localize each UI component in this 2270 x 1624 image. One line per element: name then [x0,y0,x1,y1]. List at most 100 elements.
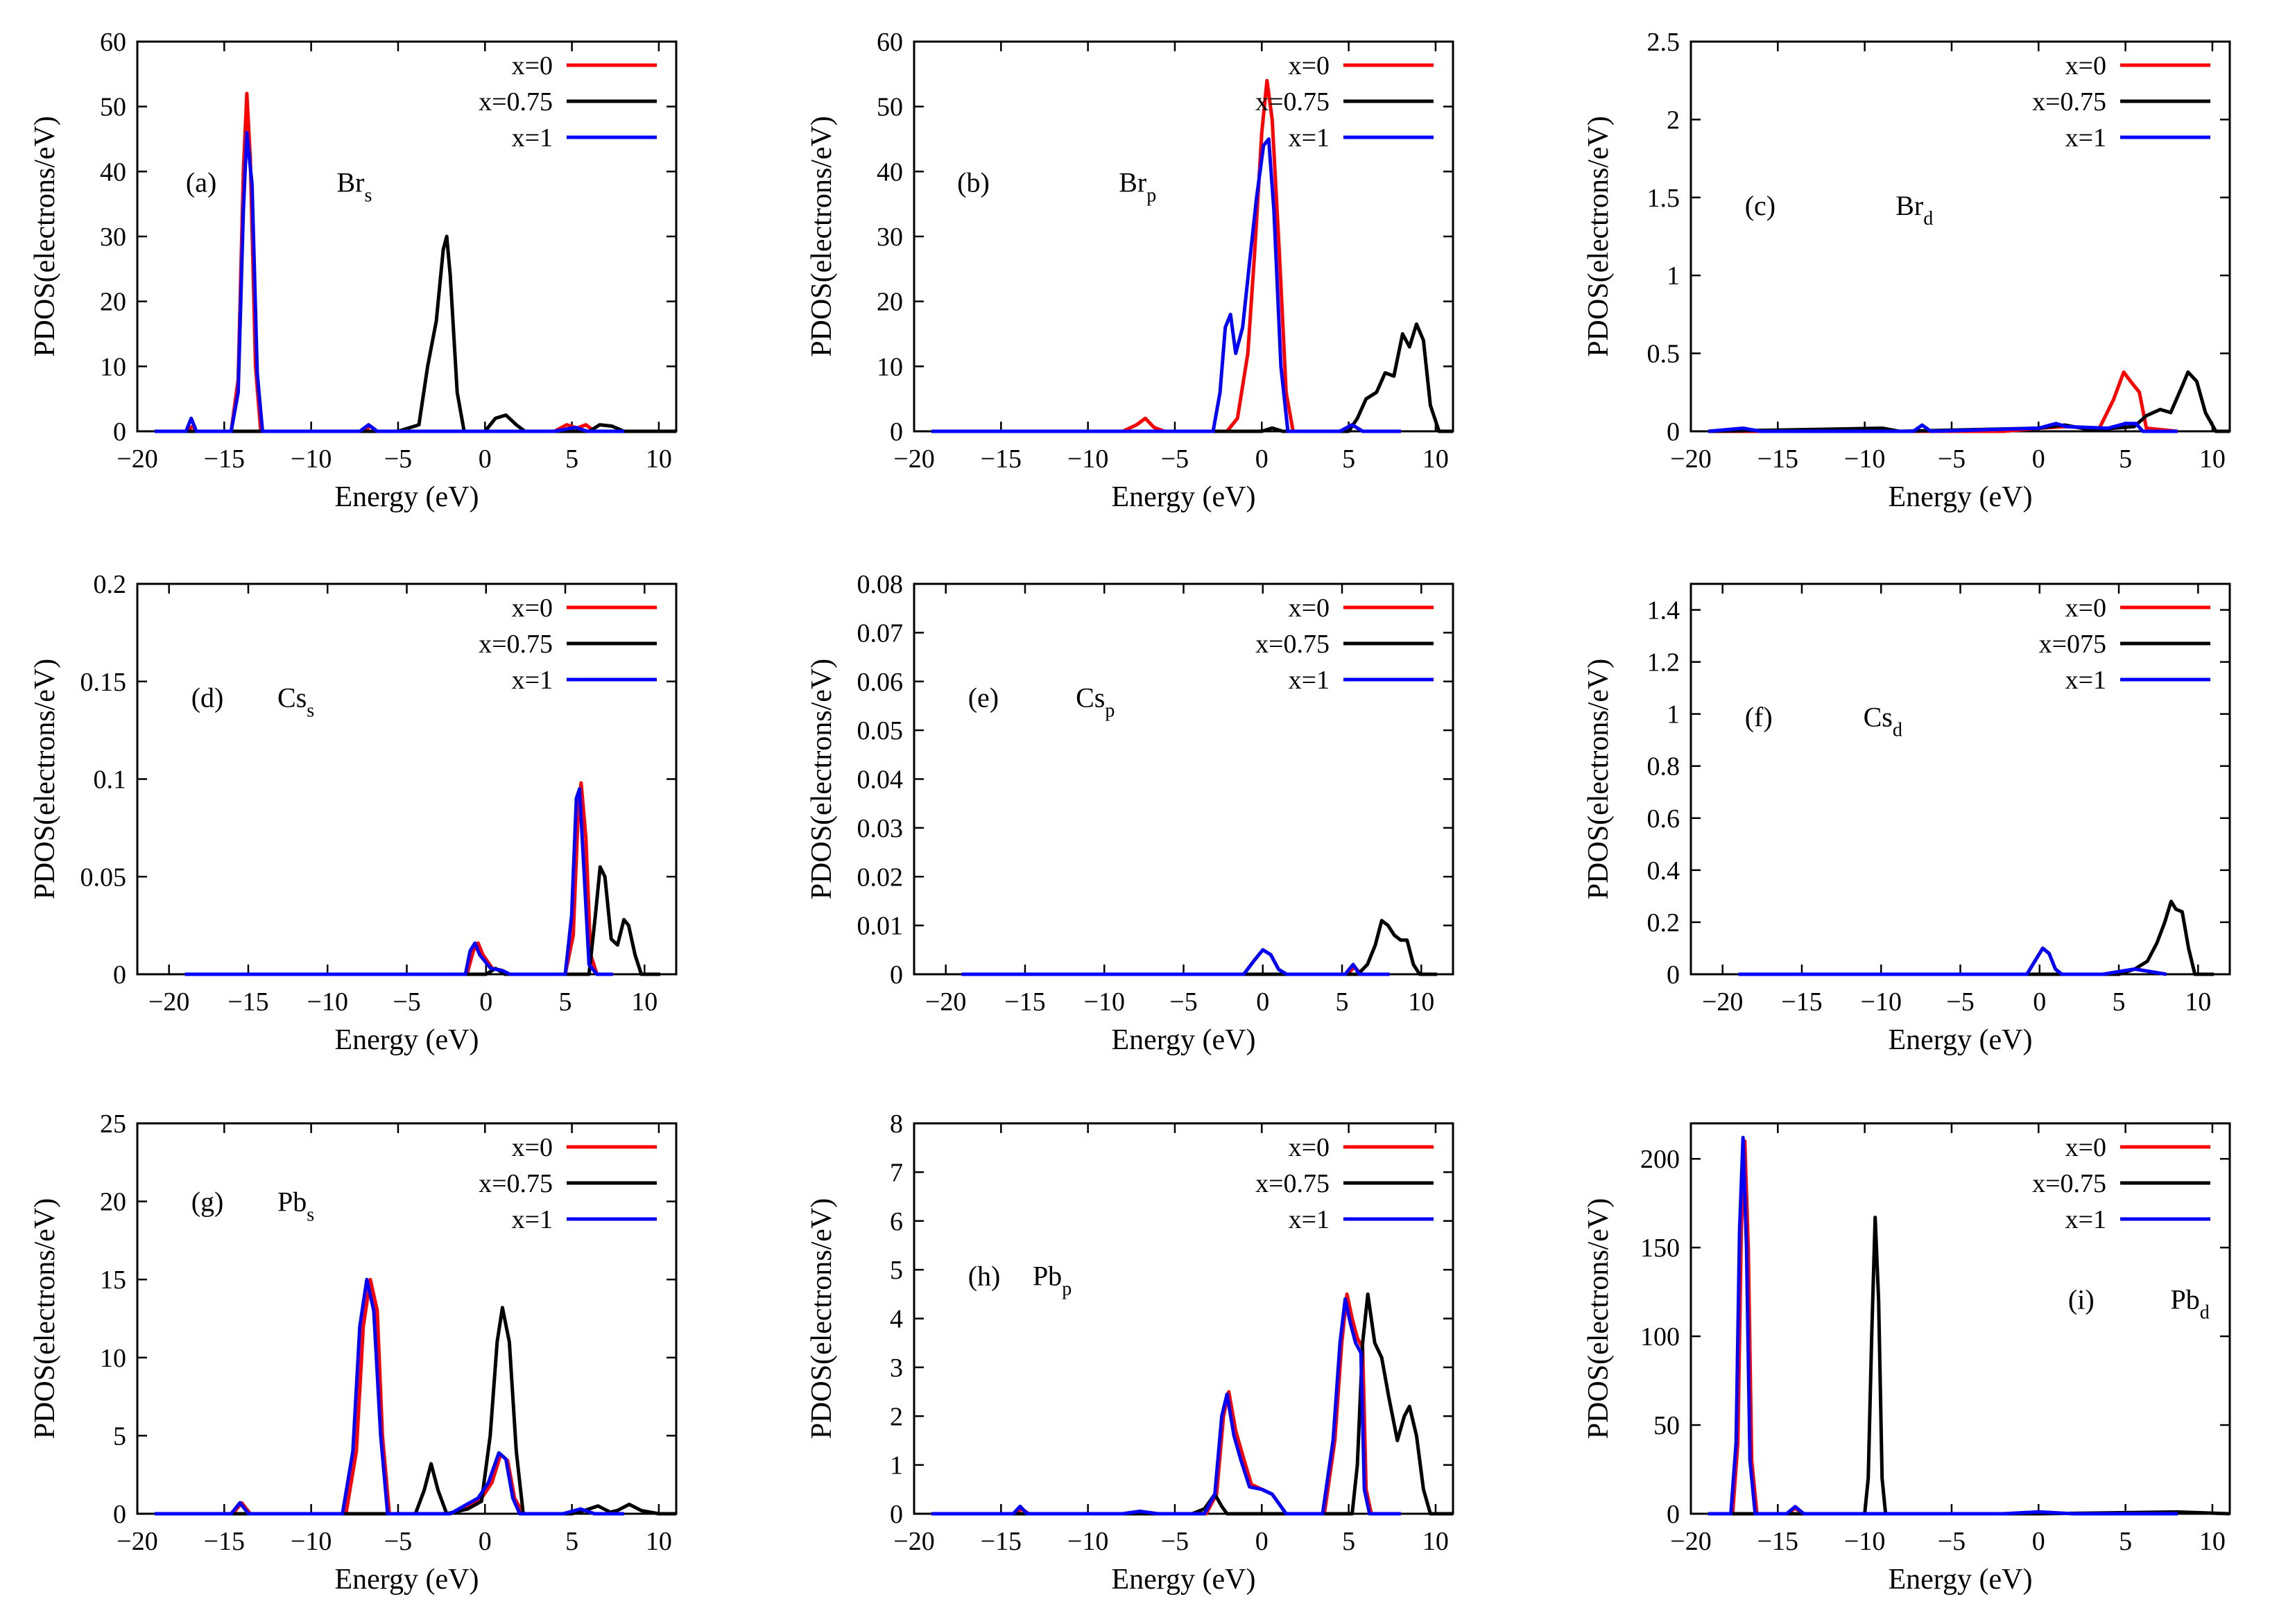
series-line-x=0.75 [1708,370,2230,433]
y-tick-label: 0.05 [857,716,904,745]
y-tick-label: 20 [100,1188,126,1217]
x-axis-label: Energy (eV) [335,1024,479,1056]
x-tick-label: 5 [565,1527,578,1556]
x-tick-label: −10 [1844,444,1885,474]
orbital-subscript: s [307,1204,314,1226]
y-axis-label: PDOS(electrons/eV) [806,659,838,900]
legend-label: x=0.75 [479,1169,553,1198]
panel-c: −20 −15 −10 −5 0 5 10 0 0.5 1 1.5 2 2.5 Energy (eV) PD… [1583,28,2231,513]
orbital-subscript: d [1923,208,1933,230]
x-tick-label: 5 [1336,987,1349,1017]
panel-g: −20 −15 −10 −5 0 5 10 0 5 10 15 20 25 Energy (eV) PDOS… [29,1109,678,1596]
y-axis-label: PDOS(electrons/eV) [1583,1198,1615,1440]
y-tick-label: 25 [100,1109,126,1139]
legend-label: x=0.75 [2032,1169,2106,1198]
orbital-subscript: s [364,184,372,206]
x-tick-label: 10 [646,444,672,474]
species-label: Pbs [277,1186,314,1226]
x-tick-label: −15 [227,987,268,1017]
y-tick-label: 0.04 [857,766,904,795]
orbital-subscript: p [1146,184,1156,206]
y-tick-label: 0.15 [80,668,127,697]
y-tick-label: 0 [113,960,126,990]
x-tick-label: −15 [981,1527,1022,1556]
x-axis-label: Energy (eV) [1889,481,2033,513]
x-tick-label: 10 [631,987,657,1017]
x-tick-label: −10 [291,1527,332,1556]
orbital-subscript: s [307,700,314,721]
legend-label: x=0 [1289,51,1330,80]
panel-e: −20 −15 −10 −5 0 5 10 0 0.01 0.02 0.03 0.04 0.05 0.06… [806,570,1454,1056]
y-tick-label: 10 [100,1344,126,1373]
x-axis-label: Energy (eV) [1112,1564,1256,1596]
panel-a: −20 −15 −10 −5 0 5 10 0 10 20 30 40 50 60 Energy (eV) P… [29,28,678,513]
y-axis-label: PDOS(electrons/eV) [806,116,838,357]
y-tick-label: 2 [1667,105,1680,135]
legend-label: x=0 [1289,594,1330,623]
y-tick-label: 1 [890,1451,903,1480]
legend-label: x=0 [2065,1133,2106,1162]
x-tick-label: 0 [479,987,492,1017]
legend-label: x=1 [1289,666,1330,695]
species-label: Brp [1119,166,1156,206]
panel-f: −20 −15 −10 −5 0 5 10 0 0.2 0.4 0.6 0.8 1 1.2 1.4 Energ… [1583,582,2231,1056]
x-tick-label: −10 [1067,1527,1108,1556]
x-tick-label: 5 [559,987,572,1017]
y-tick-label: 5 [113,1422,126,1451]
legend-label: x=0 [512,594,553,623]
x-tick-label: 10 [646,1527,672,1556]
y-axis-label: PDOS(electrons/eV) [29,659,61,900]
x-tick-label: −5 [1161,444,1189,474]
x-tick-label: 0 [1255,444,1269,474]
x-tick-label: 0 [2032,1527,2045,1556]
legend-label: x=1 [512,123,553,153]
series-line-x=1 [931,1297,1401,1516]
y-tick-label: 0.2 [1647,908,1680,938]
legend-label: x=0.75 [1255,87,1330,116]
y-tick-label: 40 [100,157,126,187]
y-tick-label: 0 [1667,417,1680,447]
legend-label: x=1 [2065,123,2106,153]
series-line-x=0 [931,78,1401,433]
x-axis-label: Energy (eV) [335,481,479,513]
y-tick-label: 40 [877,157,903,187]
series-line-x=0 [1708,1139,2178,1516]
x-tick-label: 5 [1342,444,1355,474]
y-tick-label: 5 [890,1256,903,1285]
orbital-subscript: p [1105,700,1115,721]
y-tick-label: 50 [1653,1411,1680,1440]
y-tick-label: 60 [100,28,126,57]
species-label: Brd [1895,190,1933,230]
legend-label: x=1 [1289,123,1330,153]
x-tick-label: 5 [565,444,578,474]
species-label: Brs [336,166,372,206]
y-tick-label: 15 [100,1265,126,1295]
y-tick-label: 0.06 [857,668,904,697]
x-axis-label: Energy (eV) [335,1564,479,1596]
x-tick-label: 5 [2119,1527,2132,1556]
x-tick-label: −5 [1946,987,1974,1017]
x-tick-label: −10 [291,444,332,474]
y-tick-label: 0 [113,1500,126,1529]
x-tick-label: 10 [1408,987,1434,1017]
legend-label: x=1 [1289,1205,1330,1234]
series-line-x=1 [1708,1136,2178,1516]
y-axis-label: PDOS(electrons/eV) [1583,116,1615,357]
legend-label: x=0 [512,51,553,80]
series-line-x=0 [1708,370,2178,433]
y-tick-label: 0.1 [94,766,127,795]
y-axis-label: PDOS(electrons/eV) [29,1198,61,1440]
y-tick-label: 0.05 [80,863,127,892]
series-line-x=1 [931,137,1401,433]
y-tick-label: 0 [890,417,903,447]
orbital-subscript: d [1893,719,1902,741]
x-tick-label: −20 [893,1527,934,1556]
y-tick-label: 3 [890,1354,903,1383]
x-tick-label: 10 [2199,444,2226,474]
y-tick-label: 6 [890,1207,903,1236]
series-line-x=0 [155,92,624,433]
panel-label: (h) [968,1261,1001,1292]
x-tick-label: −5 [384,444,412,474]
